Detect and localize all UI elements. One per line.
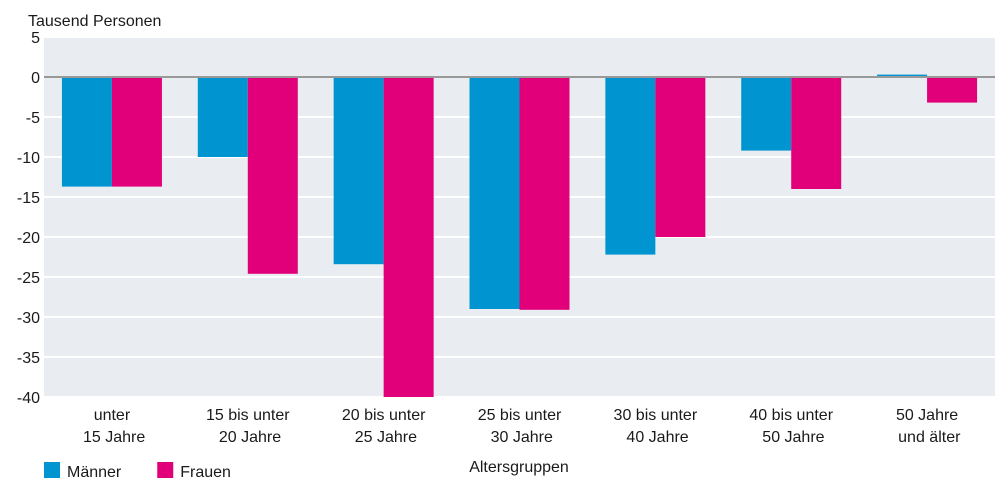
bar: [927, 77, 978, 103]
legend-swatch: [157, 462, 174, 478]
bar: [197, 77, 248, 157]
bar: [383, 77, 434, 397]
x-tick-label: 20 bis unter 25 Jahre: [342, 407, 426, 446]
x-tick-label: 40 bis unter 50 Jahre: [749, 407, 833, 446]
y-tick-label: -40: [17, 390, 40, 407]
bar: [61, 77, 112, 187]
bar: [469, 77, 520, 309]
y-tick-label: -20: [17, 230, 40, 247]
legend-label: Frauen: [180, 464, 231, 481]
bar: [655, 77, 706, 237]
y-tick-label: 5: [31, 30, 40, 47]
y-tick-label: -25: [17, 270, 40, 287]
x-tick-label: 25 bis unter 30 Jahre: [478, 407, 562, 446]
bar: [605, 77, 656, 255]
x-tick-label: 15 bis unter 20 Jahre: [206, 407, 290, 446]
bar: [247, 77, 298, 274]
bar: [741, 77, 792, 151]
bar: [877, 74, 928, 77]
y-tick-label: -10: [17, 150, 40, 167]
bar: [519, 77, 570, 310]
x-axis-label: Altersgruppen: [469, 459, 569, 476]
y-tick-label: -5: [26, 110, 40, 127]
y-tick-label: -35: [17, 350, 40, 367]
bar: [333, 77, 384, 265]
x-tick-label: unter 15 Jahre: [79, 407, 146, 446]
y-tick-label: 0: [31, 70, 40, 87]
y-tick-label: -30: [17, 310, 40, 327]
legend-swatch: [44, 462, 60, 478]
y-axis-label: Tausend Personen: [28, 13, 161, 30]
legend-label: Männer: [67, 464, 122, 481]
bar: [111, 77, 162, 187]
bar: [791, 77, 842, 189]
x-tick-label: 30 bis unter 40 Jahre: [614, 407, 698, 446]
x-tick-label: 50 Jahre und älter: [894, 407, 961, 446]
y-tick-label: -15: [17, 190, 40, 207]
